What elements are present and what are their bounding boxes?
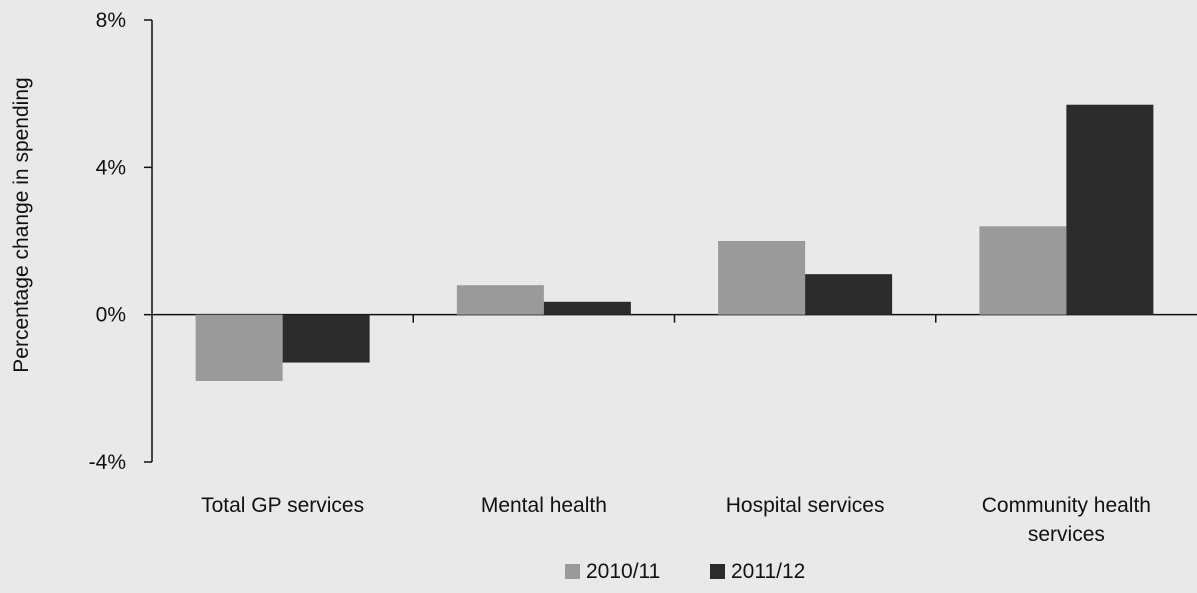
bar-series1-cat1: [195, 314, 283, 381]
y-tick-label: 0%: [96, 304, 126, 327]
legend-label-2: 2011/12: [731, 560, 805, 583]
legend-swatch-2: [710, 564, 725, 579]
y-tick-label: 4%: [96, 156, 126, 179]
bar-series2-cat4: [1066, 104, 1154, 315]
bar-series2-cat2: [543, 301, 631, 315]
legend-label-1: 2010/11: [586, 560, 660, 583]
y-tick-label: -4%: [89, 451, 126, 474]
bar-series1-cat3: [718, 241, 806, 315]
x-category-label: Hospital services: [726, 494, 885, 517]
y-axis-title: Percentage change in spending: [10, 77, 33, 372]
bar-series1-cat4: [979, 226, 1067, 315]
x-category-label: Community health: [982, 494, 1151, 517]
bar-series1-cat2: [456, 285, 544, 315]
x-category-label: services: [1028, 523, 1105, 546]
y-tick-label: 8%: [96, 9, 126, 32]
legend-swatch-1: [565, 564, 580, 579]
x-category-label: Total GP services: [201, 494, 364, 517]
bar-series2-cat1: [282, 314, 370, 363]
x-category-label: Mental health: [481, 494, 607, 517]
bar-series2-cat3: [805, 274, 893, 315]
